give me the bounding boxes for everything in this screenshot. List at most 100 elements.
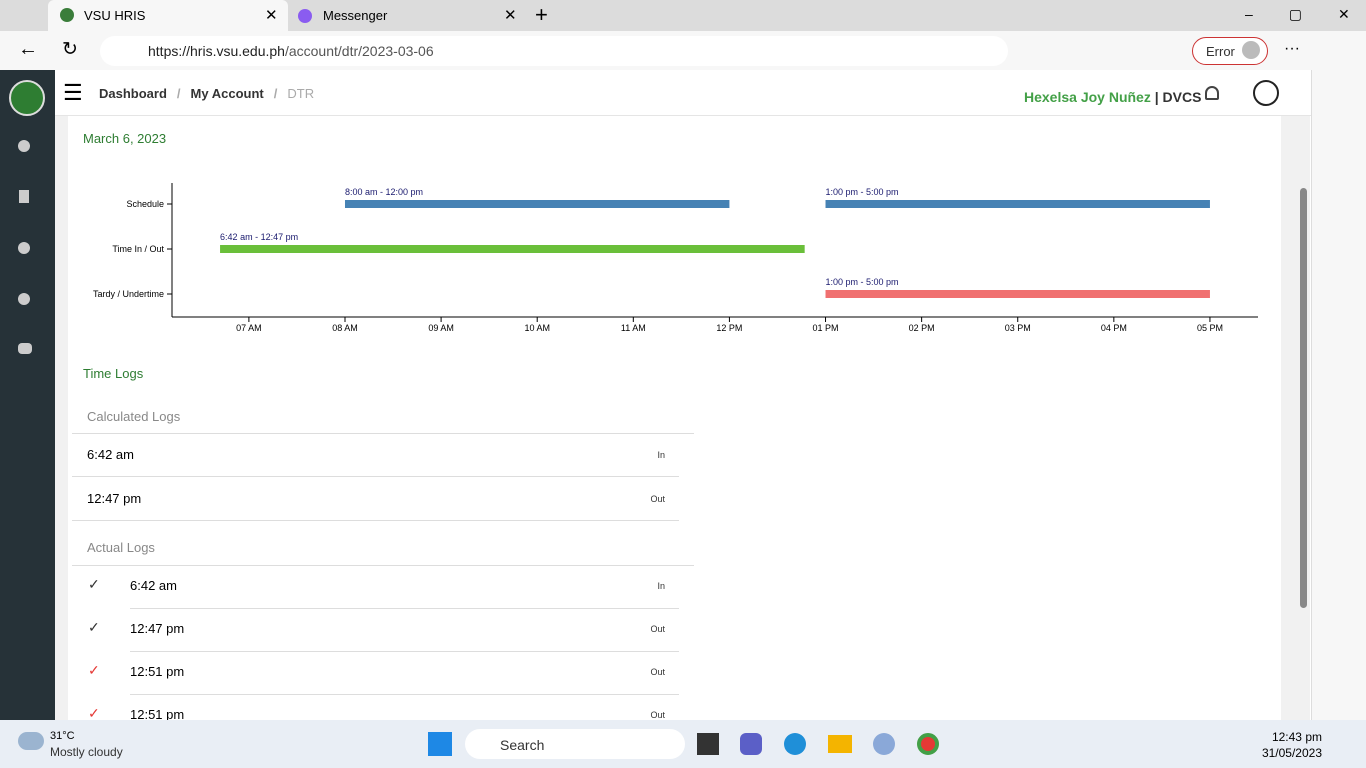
- bar: [220, 245, 805, 253]
- x-tick-label: 09 AM: [428, 323, 454, 333]
- url-path: /account/dtr/2023-03-06: [284, 43, 434, 59]
- crumb[interactable]: Dashboard: [99, 86, 167, 101]
- divider: [72, 476, 679, 477]
- url-host: https://hris.vsu.edu.ph: [148, 43, 285, 59]
- address-box[interactable]: [100, 36, 1008, 66]
- divider: [130, 694, 679, 695]
- check-icon: ✓: [88, 705, 100, 721]
- app-header: [55, 70, 1311, 116]
- log-section-title: Calculated Logs: [87, 409, 181, 424]
- menu[interactable]: ···: [1284, 40, 1300, 57]
- log-time: 6:42 am: [130, 578, 177, 593]
- divider: [130, 608, 679, 609]
- x-tick-label: 04 PM: [1101, 323, 1127, 333]
- clock-date: 31/05/2023: [1261, 746, 1322, 760]
- new-tab[interactable]: +: [535, 2, 548, 27]
- row-label: Tardy / Undertime: [93, 289, 164, 299]
- url: https://hris.vsu.edu.ph/account/dtr/2023…: [148, 43, 434, 59]
- icon-settings[interactable]: [18, 293, 30, 305]
- tab-title[interactable]: Messenger: [323, 8, 388, 23]
- temp: 31°C: [50, 730, 75, 742]
- x-tick-label: 08 AM: [332, 323, 358, 333]
- close[interactable]: ✕: [265, 7, 278, 24]
- x-tick-label: 10 AM: [524, 323, 550, 333]
- scrollbar[interactable]: [1297, 116, 1310, 720]
- divider: [72, 519, 679, 521]
- x-tick-label: 11 AM: [621, 323, 646, 333]
- check-icon: ✓: [88, 576, 100, 592]
- close[interactable]: ✕: [504, 7, 517, 24]
- bell[interactable]: [1205, 86, 1219, 100]
- user-name: Hexelsa Joy Nuñez: [1024, 89, 1151, 105]
- error-label: Error: [1206, 44, 1235, 59]
- log-type: Out: [650, 493, 665, 504]
- divider: [130, 651, 679, 652]
- log-time: 12:47 pm: [130, 621, 185, 636]
- check-icon: ✓: [88, 662, 100, 678]
- log-type: In: [657, 581, 665, 591]
- reload[interactable]: ↻: [62, 39, 78, 60]
- icon-user[interactable]: [18, 140, 30, 152]
- log-section-title: Actual Logs: [87, 540, 155, 555]
- profile: [1242, 41, 1260, 59]
- back[interactable]: ←: [18, 38, 38, 60]
- logo[interactable]: [9, 80, 45, 116]
- favicon: [298, 9, 312, 23]
- log-time: 12:51 pm: [130, 707, 185, 722]
- timeline-chart: Schedule Time In / Out Tardy / Undertime 07…: [93, 183, 1258, 333]
- log-type: Out: [650, 624, 665, 634]
- start[interactable]: [428, 732, 452, 756]
- divider: [72, 433, 694, 434]
- app[interactable]: [740, 733, 762, 755]
- date-title: March 6, 2023: [83, 131, 167, 146]
- crumb: DTR: [287, 86, 315, 101]
- icon-chat[interactable]: [18, 343, 32, 354]
- sidebar: [0, 70, 55, 720]
- x-tick-label: 05 PM: [1197, 323, 1223, 333]
- x-tick-label: 03 PM: [1005, 323, 1031, 333]
- weather-icon: [18, 732, 44, 750]
- bar-label: 8:00 am - 12:00 pm: [345, 187, 423, 197]
- edge-sidebar: [1311, 70, 1366, 720]
- bar: [825, 290, 1210, 298]
- log-type: Out: [650, 710, 665, 720]
- log-type: In: [657, 450, 665, 460]
- divider: [72, 565, 694, 566]
- x-tick-label: 02 PM: [909, 323, 935, 333]
- app[interactable]: [873, 733, 895, 755]
- tab[interactable]: [48, 0, 288, 31]
- app[interactable]: [828, 735, 852, 753]
- card: [68, 116, 1281, 720]
- user-info: Hexelsa Joy Nuñez | DVCS: [1024, 89, 1201, 105]
- row-label: Schedule: [126, 199, 164, 209]
- app[interactable]: [917, 733, 939, 755]
- weather: Mostly cloudy: [50, 745, 123, 759]
- search: Search: [500, 737, 545, 753]
- hamburger[interactable]: ☰: [63, 80, 83, 105]
- x-tick-label: 01 PM: [813, 323, 839, 333]
- clock-time: 12:43 pm: [1271, 730, 1322, 744]
- log-time: 6:42 am: [87, 447, 134, 462]
- breadcrumb: Dashboard / My Account / DTR: [99, 86, 315, 101]
- tab-title: VSU HRIS: [84, 8, 146, 23]
- bar-label: 1:00 pm - 5:00 pm: [826, 187, 899, 197]
- row-label: Time In / Out: [112, 244, 164, 254]
- section-title: Time Logs: [83, 366, 144, 381]
- crumb[interactable]: My Account: [190, 86, 264, 101]
- bar-label: 1:00 pm - 5:00 pm: [826, 277, 899, 287]
- app[interactable]: [697, 733, 719, 755]
- dept: DVCS: [1162, 89, 1202, 105]
- window-controls[interactable]: –▢✕: [1245, 6, 1350, 22]
- bar-label: 6:42 am - 12:47 pm: [220, 232, 298, 242]
- check-icon: ✓: [88, 619, 100, 635]
- icon-settings[interactable]: [18, 242, 30, 254]
- avatar[interactable]: [1253, 80, 1279, 106]
- icon-doc[interactable]: [19, 190, 29, 203]
- x-tick-label: 12 PM: [716, 323, 742, 333]
- favicon: [60, 8, 74, 22]
- x-tick-label: 07 AM: [236, 323, 262, 333]
- app[interactable]: [784, 733, 806, 755]
- log-time: 12:51 pm: [130, 664, 185, 679]
- search-box[interactable]: [465, 729, 685, 759]
